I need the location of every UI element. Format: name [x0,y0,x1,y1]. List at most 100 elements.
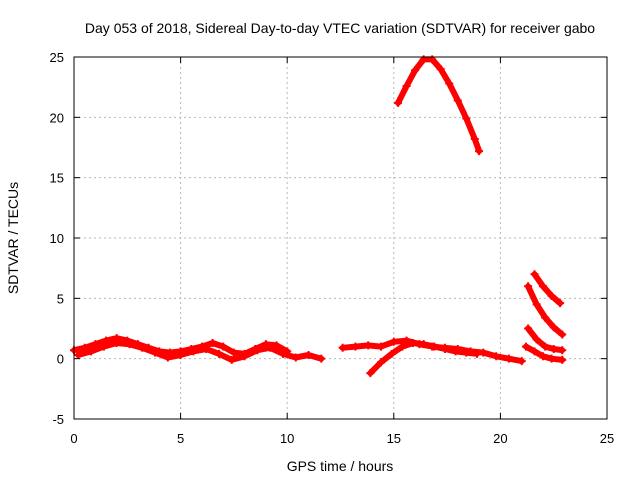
data-point [163,353,172,362]
data-point [87,347,96,356]
data-point [549,323,558,332]
data-point [398,342,407,351]
data-point [532,335,541,344]
data-point [408,338,417,347]
x-tick-label: 20 [493,431,507,446]
data-point [317,354,326,363]
data-point [440,345,449,354]
data-point [377,342,386,351]
data-point [539,352,548,361]
data-point [219,342,228,351]
y-tick-label: 25 [50,50,64,65]
data-point [530,347,539,356]
data-point [214,349,223,358]
data-point [99,342,108,351]
x-tick-label: 0 [70,431,77,446]
data-points [70,55,567,378]
data-point [547,354,556,363]
data-point [411,66,420,75]
y-axis-label: SDTVAR / TECUs [5,182,21,294]
data-point [470,135,479,144]
series-track-line [531,271,564,307]
data-point [492,352,501,361]
data-point [541,342,550,351]
y-tick-label: 10 [50,231,64,246]
data-point [351,342,360,351]
series-satellite-track-7 [524,282,567,339]
data-point [504,354,513,363]
data-point [524,324,533,333]
data-point [229,348,238,357]
chart-title: Day 053 of 2018, Sidereal Day-to-day VTE… [85,20,595,36]
data-point [558,355,567,364]
data-point [541,313,550,322]
data-point [176,351,185,360]
y-tick-label: 15 [50,171,64,186]
data-point [451,347,460,356]
y-tick-label: -5 [52,412,64,427]
data-point [387,349,396,358]
data-point [402,81,411,90]
data-point [558,346,567,355]
data-point [291,353,300,362]
data-point [445,79,454,88]
data-point [436,65,445,74]
data-point [479,348,488,357]
data-point [74,351,83,360]
data-point [430,342,439,351]
data-point [112,338,121,347]
x-tick-label: 10 [280,431,294,446]
data-point [524,282,533,291]
data-point [227,355,236,364]
data-point [472,349,481,358]
y-tick-label: 20 [50,110,64,125]
data-point [138,343,147,352]
y-tick-label: 5 [57,291,64,306]
grid-lines [74,57,607,419]
y-tick-label: 0 [57,352,64,367]
data-point [462,348,471,357]
data-point [462,114,471,123]
data-point [151,348,160,357]
data-point [253,346,262,355]
data-point [521,342,530,351]
data-point [453,96,462,105]
data-point [202,345,211,354]
data-point [547,291,556,300]
data-point [278,349,287,358]
data-point [304,351,313,360]
axis-ticks: 0 5 10 15 20 25 -5 0 5 10 15 20 25 [50,50,615,446]
data-point [189,347,198,356]
series-satellite-track-5 [394,55,484,156]
x-tick-label: 15 [387,431,401,446]
data-point [366,369,375,378]
data-point [240,352,249,361]
series-satellite-track-2 [74,338,326,364]
data-point [556,299,565,308]
data-point [208,338,217,347]
data-point [558,330,567,339]
series-satellite-track-8 [524,324,567,355]
data-point [389,337,398,346]
data-point [394,98,403,107]
data-point [517,357,526,366]
data-point [475,147,484,156]
data-point [338,343,347,352]
series-satellite-track-9 [521,342,567,364]
x-tick-label: 25 [600,431,614,446]
x-axis-label: GPS time / hours [287,458,394,474]
data-point [266,343,275,352]
data-point [419,340,428,349]
data-point [549,345,558,354]
data-point [125,340,134,349]
series-satellite-track-6 [530,270,565,308]
data-point [364,341,373,350]
data-point [377,358,386,367]
data-point [539,282,548,291]
data-point [532,300,541,309]
data-point [530,270,539,279]
series-satellite-track-4 [366,338,481,378]
